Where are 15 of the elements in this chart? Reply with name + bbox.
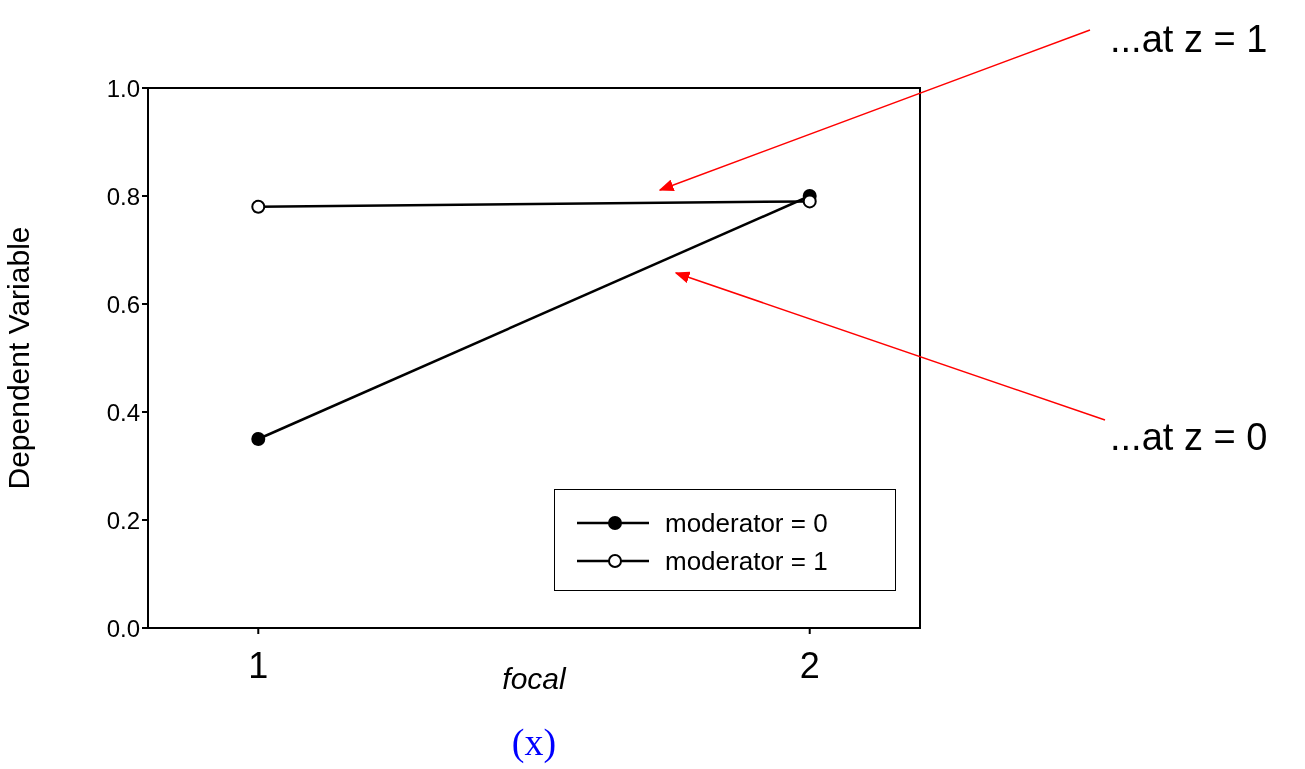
- text: ...at z = 1: [1110, 18, 1268, 60]
- y-tick-label: 0.2: [106, 506, 140, 534]
- text: (x): [511, 721, 557, 764]
- y-tick-label: 0.8: [106, 182, 140, 210]
- y-tick-label: 1.0: [106, 74, 140, 102]
- x-axis-title: focal: [502, 662, 568, 696]
- legend-label: moderator = 0: [665, 507, 828, 539]
- y-tick-label: 0.6: [106, 290, 140, 318]
- legend-label: moderator = 1: [665, 545, 828, 577]
- y-tick-label: 0.4: [106, 398, 140, 426]
- y-tick-label: 0.0: [106, 614, 140, 642]
- x-tick-label: 1: [248, 644, 269, 686]
- x-tick-label: 2: [799, 644, 820, 686]
- y-axis-title: Dependent Variable: [1, 226, 35, 490]
- text: ...at z = 0: [1110, 416, 1268, 458]
